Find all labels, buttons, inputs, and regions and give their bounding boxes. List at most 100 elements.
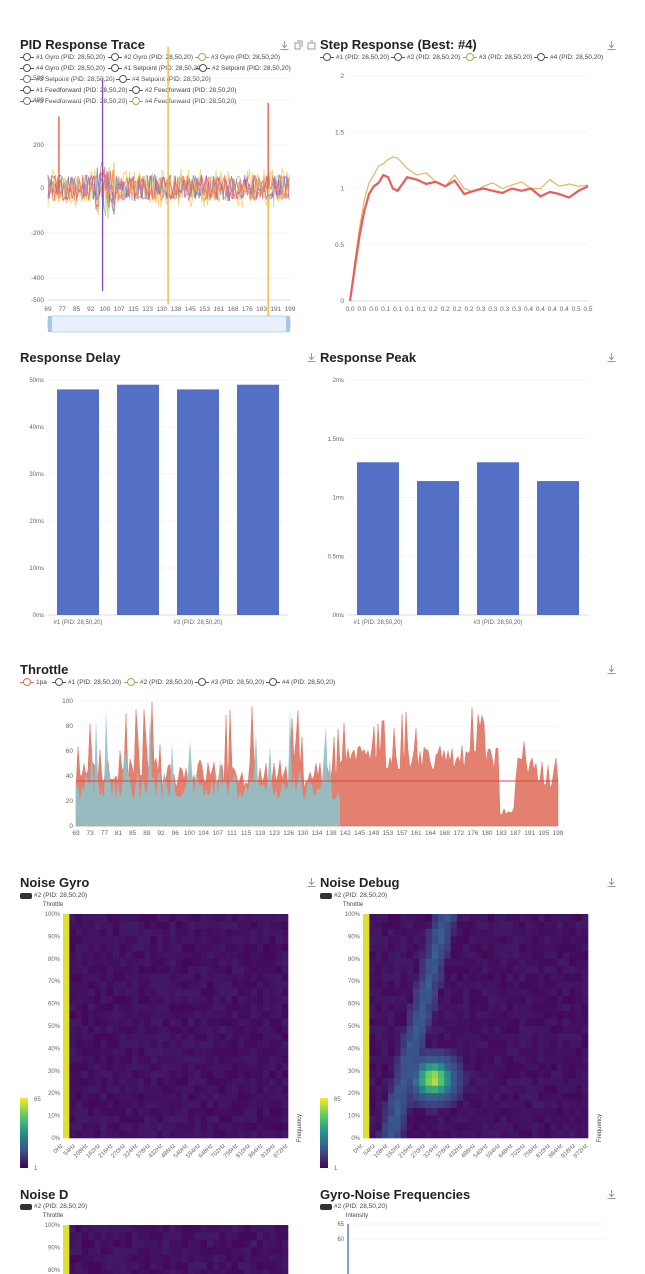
heatmap-cell — [156, 951, 164, 960]
heatmap-cell — [81, 1033, 89, 1042]
heatmap-cell — [63, 966, 70, 975]
heatmap-cell — [381, 1070, 389, 1079]
heatmap-cell — [563, 1018, 570, 1027]
download-icon[interactable] — [306, 877, 317, 888]
legend-item[interactable]: #1 Setpoint (PID: 28,50,20) — [108, 64, 203, 72]
heatmap-cell — [556, 1108, 564, 1116]
heatmap-cell — [400, 1011, 407, 1019]
legend-item[interactable]: #4 Feedforward (PID: 28,50,20) — [129, 97, 236, 105]
heatmap-cell — [188, 1115, 195, 1124]
heatmap-cell — [556, 996, 564, 1004]
heatmap-cell — [219, 1269, 226, 1274]
heatmap-cell — [256, 1232, 264, 1241]
heatmap-cell — [481, 943, 489, 952]
download-icon[interactable] — [606, 1189, 617, 1200]
legend-item[interactable]: #2 Gyro (PID: 28,50,20) — [108, 53, 193, 61]
heatmap-cell — [475, 1078, 482, 1087]
legend-item[interactable]: #1 (PID: 28,50,20) — [320, 53, 389, 61]
heatmap-cell — [275, 1262, 282, 1271]
heatmap-cell — [263, 1108, 270, 1116]
heatmap-cell — [563, 914, 570, 922]
heatmap-cell — [269, 1115, 276, 1124]
heatmap-cell — [269, 1225, 276, 1233]
heatmap-cell — [444, 958, 451, 967]
heatmap-cell — [550, 1100, 557, 1109]
heatmap-cell — [106, 1100, 114, 1109]
heatmap-cell — [150, 943, 157, 952]
heatmap-cell — [369, 921, 376, 930]
legend-item[interactable]: 1pa — [20, 678, 47, 686]
heatmap-cell — [506, 973, 514, 982]
legend-item[interactable]: #4 Setpoint (PID: 28,50,20) — [116, 75, 211, 83]
download-icon[interactable] — [606, 664, 617, 675]
zoom-icon[interactable] — [293, 40, 304, 51]
legend-item[interactable]: #4 (PID: 28,50,20) — [534, 53, 603, 61]
heatmap-cell — [75, 1070, 82, 1079]
heatmap-cell — [400, 943, 407, 952]
legend-item[interactable]: #3 Setpoint (PID: 28,50,20) — [20, 75, 115, 83]
download-icon[interactable] — [606, 352, 617, 363]
legend-item[interactable]: #1 Gyro (PID: 28,50,20) — [20, 53, 105, 61]
heatmap-cell — [500, 958, 507, 967]
legend-item[interactable]: #3 Gyro (PID: 28,50,20) — [195, 53, 280, 61]
heatmap-cell — [506, 1011, 514, 1019]
heatmap-cell — [113, 1123, 120, 1131]
heatmap-cell — [100, 1055, 107, 1064]
heatmap-cell — [219, 1225, 226, 1233]
heatmap-cell — [75, 1018, 82, 1027]
heatmap-cell — [163, 1026, 170, 1034]
heatmap-cell — [188, 951, 195, 960]
legend-item[interactable]: #2 Setpoint (PID: 28,50,20) — [196, 64, 291, 72]
heatmap-cell — [438, 1040, 445, 1049]
heatmap-cell — [281, 996, 289, 1004]
download-icon[interactable] — [306, 352, 317, 363]
heatmap-cell — [119, 1070, 126, 1079]
heatmap-cell — [213, 1085, 220, 1094]
legend-item[interactable]: #4 (PID: 28,50,20) — [266, 678, 335, 686]
heatmap-cell — [150, 981, 157, 989]
download-icon[interactable] — [606, 40, 617, 51]
heatmap-cell — [175, 1254, 182, 1263]
heatmap-cell — [275, 996, 282, 1004]
heatmap-cell — [75, 1040, 82, 1049]
heatmap-cell — [213, 1078, 220, 1087]
heatmap-cell — [219, 1254, 226, 1263]
heatmap-cell — [438, 914, 445, 922]
heatmap-cell — [256, 1048, 264, 1057]
legend-item[interactable]: #1 Feedforward (PID: 28,50,20) — [20, 86, 127, 94]
x-tick-label: 972Hz — [273, 1143, 290, 1160]
legend-item[interactable]: #3 Feedforward (PID: 28,50,20) — [20, 97, 127, 105]
heatmap-cell — [131, 951, 139, 960]
heatmap-cell — [275, 928, 282, 937]
heatmap-cell — [256, 988, 264, 997]
legend-item[interactable]: #3 (PID: 28,50,20) — [463, 53, 532, 61]
legend-item[interactable]: #2 Feedforward (PID: 28,50,20) — [129, 86, 236, 94]
x-tick-label: 100 — [100, 306, 111, 313]
heatmap-cell — [438, 1011, 445, 1019]
heatmap-cell — [388, 1085, 395, 1094]
heatmap-cell — [431, 973, 439, 982]
heatmap-cell — [69, 973, 76, 982]
restore-icon[interactable] — [306, 40, 317, 51]
download-icon[interactable] — [606, 877, 617, 888]
heatmap-cell — [500, 921, 507, 930]
legend-item[interactable]: #4 Gyro (PID: 28,50,20) — [20, 64, 105, 72]
heatmap-cell — [225, 1093, 232, 1101]
heatmap-cell — [181, 1078, 189, 1087]
heatmap-cell — [400, 1115, 407, 1124]
heatmap-cell — [513, 951, 520, 960]
heatmap-cell — [381, 1040, 389, 1049]
heatmap-cell — [119, 1262, 126, 1271]
heatmap-cell — [419, 1085, 426, 1094]
legend-item[interactable]: #2 (PID: 28,50,20) — [391, 53, 460, 61]
x-tick-label: 168 — [439, 830, 450, 837]
legend-item[interactable]: #2 (PID: 28,50,20) — [124, 678, 193, 686]
x-tick-label: 0.1 — [381, 306, 390, 313]
legend-item[interactable]: #3 (PID: 28,50,20) — [195, 678, 264, 686]
heatmap-cell — [456, 958, 464, 967]
heatmap-cell — [263, 1247, 270, 1256]
legend-item[interactable]: #1 (PID: 28,50,20) — [52, 678, 121, 686]
heatmap-cell — [488, 966, 495, 975]
heatmap-cell — [75, 958, 82, 967]
download-icon[interactable] — [279, 40, 290, 51]
